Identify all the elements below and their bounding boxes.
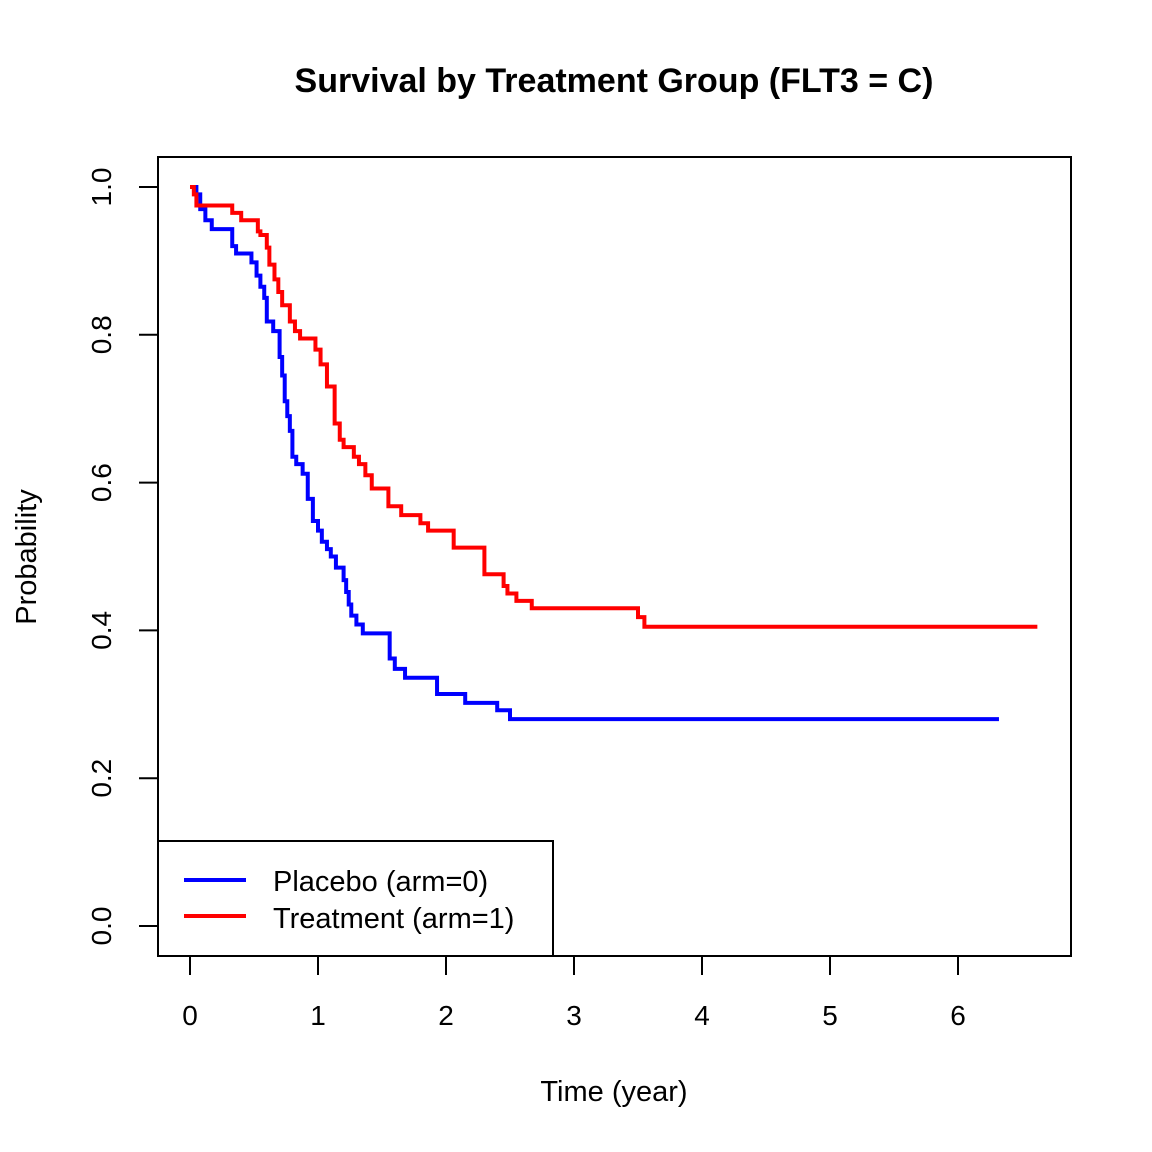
x-tick-label: 6 [950,1000,966,1031]
y-tick-label: 0.8 [86,315,117,354]
plot-frame [157,156,1072,957]
x-tick-label: 4 [694,1000,710,1031]
x-axis: 0 1 2 3 4 5 6 [182,955,966,1031]
x-axis-label: Time (year) [540,1076,687,1108]
legend-label-treatment: Treatment (arm=1) [273,903,514,935]
legend: Placebo (arm=0) Treatment (arm=1) [157,840,554,957]
y-tick-label: 0.2 [86,759,117,798]
y-tick-label: 0.4 [86,611,117,650]
legend-label-placebo: Placebo (arm=0) [273,866,488,898]
series-layer [190,185,1038,722]
y-axis: 0.0 0.2 0.4 0.6 0.8 1.0 [86,168,159,946]
series-line-placebo [190,185,999,722]
y-axis-label: Probability [11,489,43,625]
x-tick-label: 2 [438,1000,454,1031]
x-tick-label: 0 [182,1000,198,1031]
y-tick-label: 1.0 [86,168,117,207]
x-tick-label: 3 [566,1000,582,1031]
chart-title: Survival by Treatment Group (FLT3 = C) [295,62,934,100]
x-tick-label: 5 [822,1000,838,1031]
x-tick-label: 1 [310,1000,326,1031]
series-line-treatment [190,185,1038,629]
legend-box [157,840,554,957]
y-tick-label: 0.0 [86,907,117,946]
y-tick-label: 0.6 [86,463,117,502]
